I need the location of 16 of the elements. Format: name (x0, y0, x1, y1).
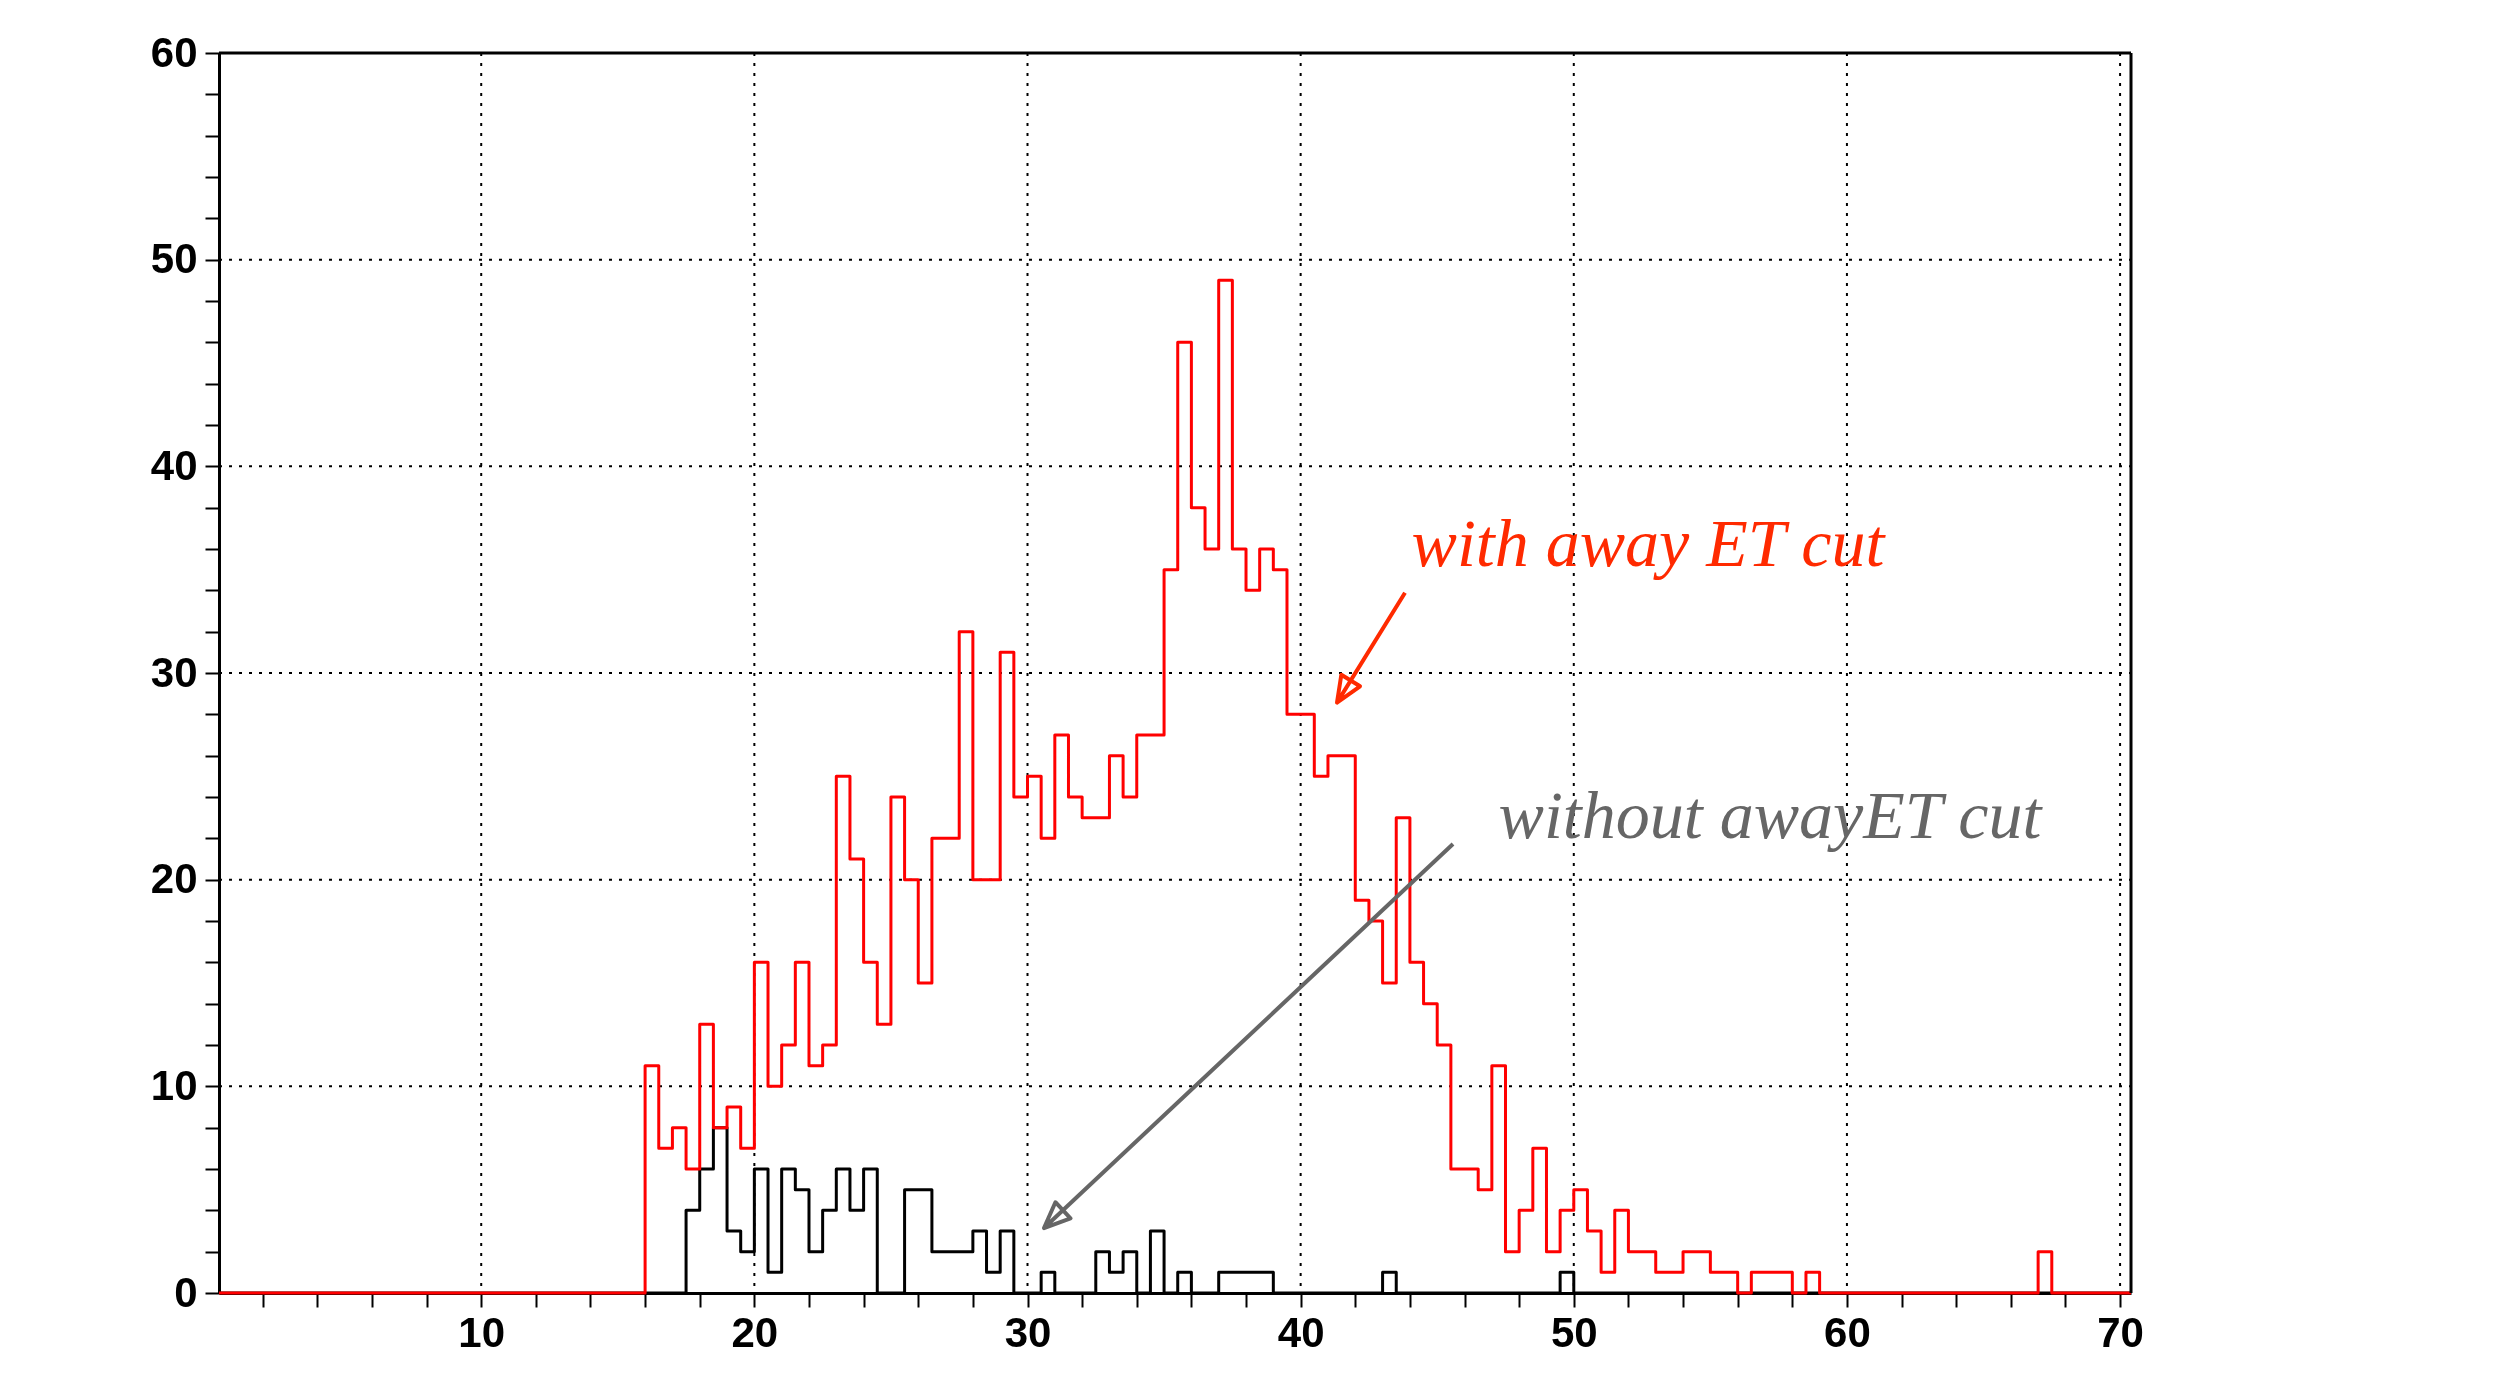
y-tick-label: 20 (150, 855, 198, 903)
y-tick-label: 60 (150, 28, 198, 76)
x-tick-label: 30 (1004, 1308, 1052, 1356)
y-tick-label: 30 (150, 648, 198, 696)
y-tick-label: 10 (150, 1061, 198, 1109)
y-tick-label: 0 (174, 1268, 198, 1316)
x-tick-label: 40 (1277, 1308, 1325, 1356)
x-tick-label: 60 (1824, 1308, 1871, 1356)
annotation: without awayET cut (1498, 777, 2044, 854)
y-tick-label: 50 (150, 235, 198, 283)
y-tick-label: 40 (150, 441, 198, 489)
x-tick-label: 70 (2097, 1308, 2144, 1356)
x-tick-label: 20 (731, 1308, 779, 1356)
x-tick-label: 10 (458, 1308, 506, 1356)
annotation: with away ET cut (1411, 504, 1887, 581)
x-tick-label: 50 (1550, 1308, 1598, 1356)
